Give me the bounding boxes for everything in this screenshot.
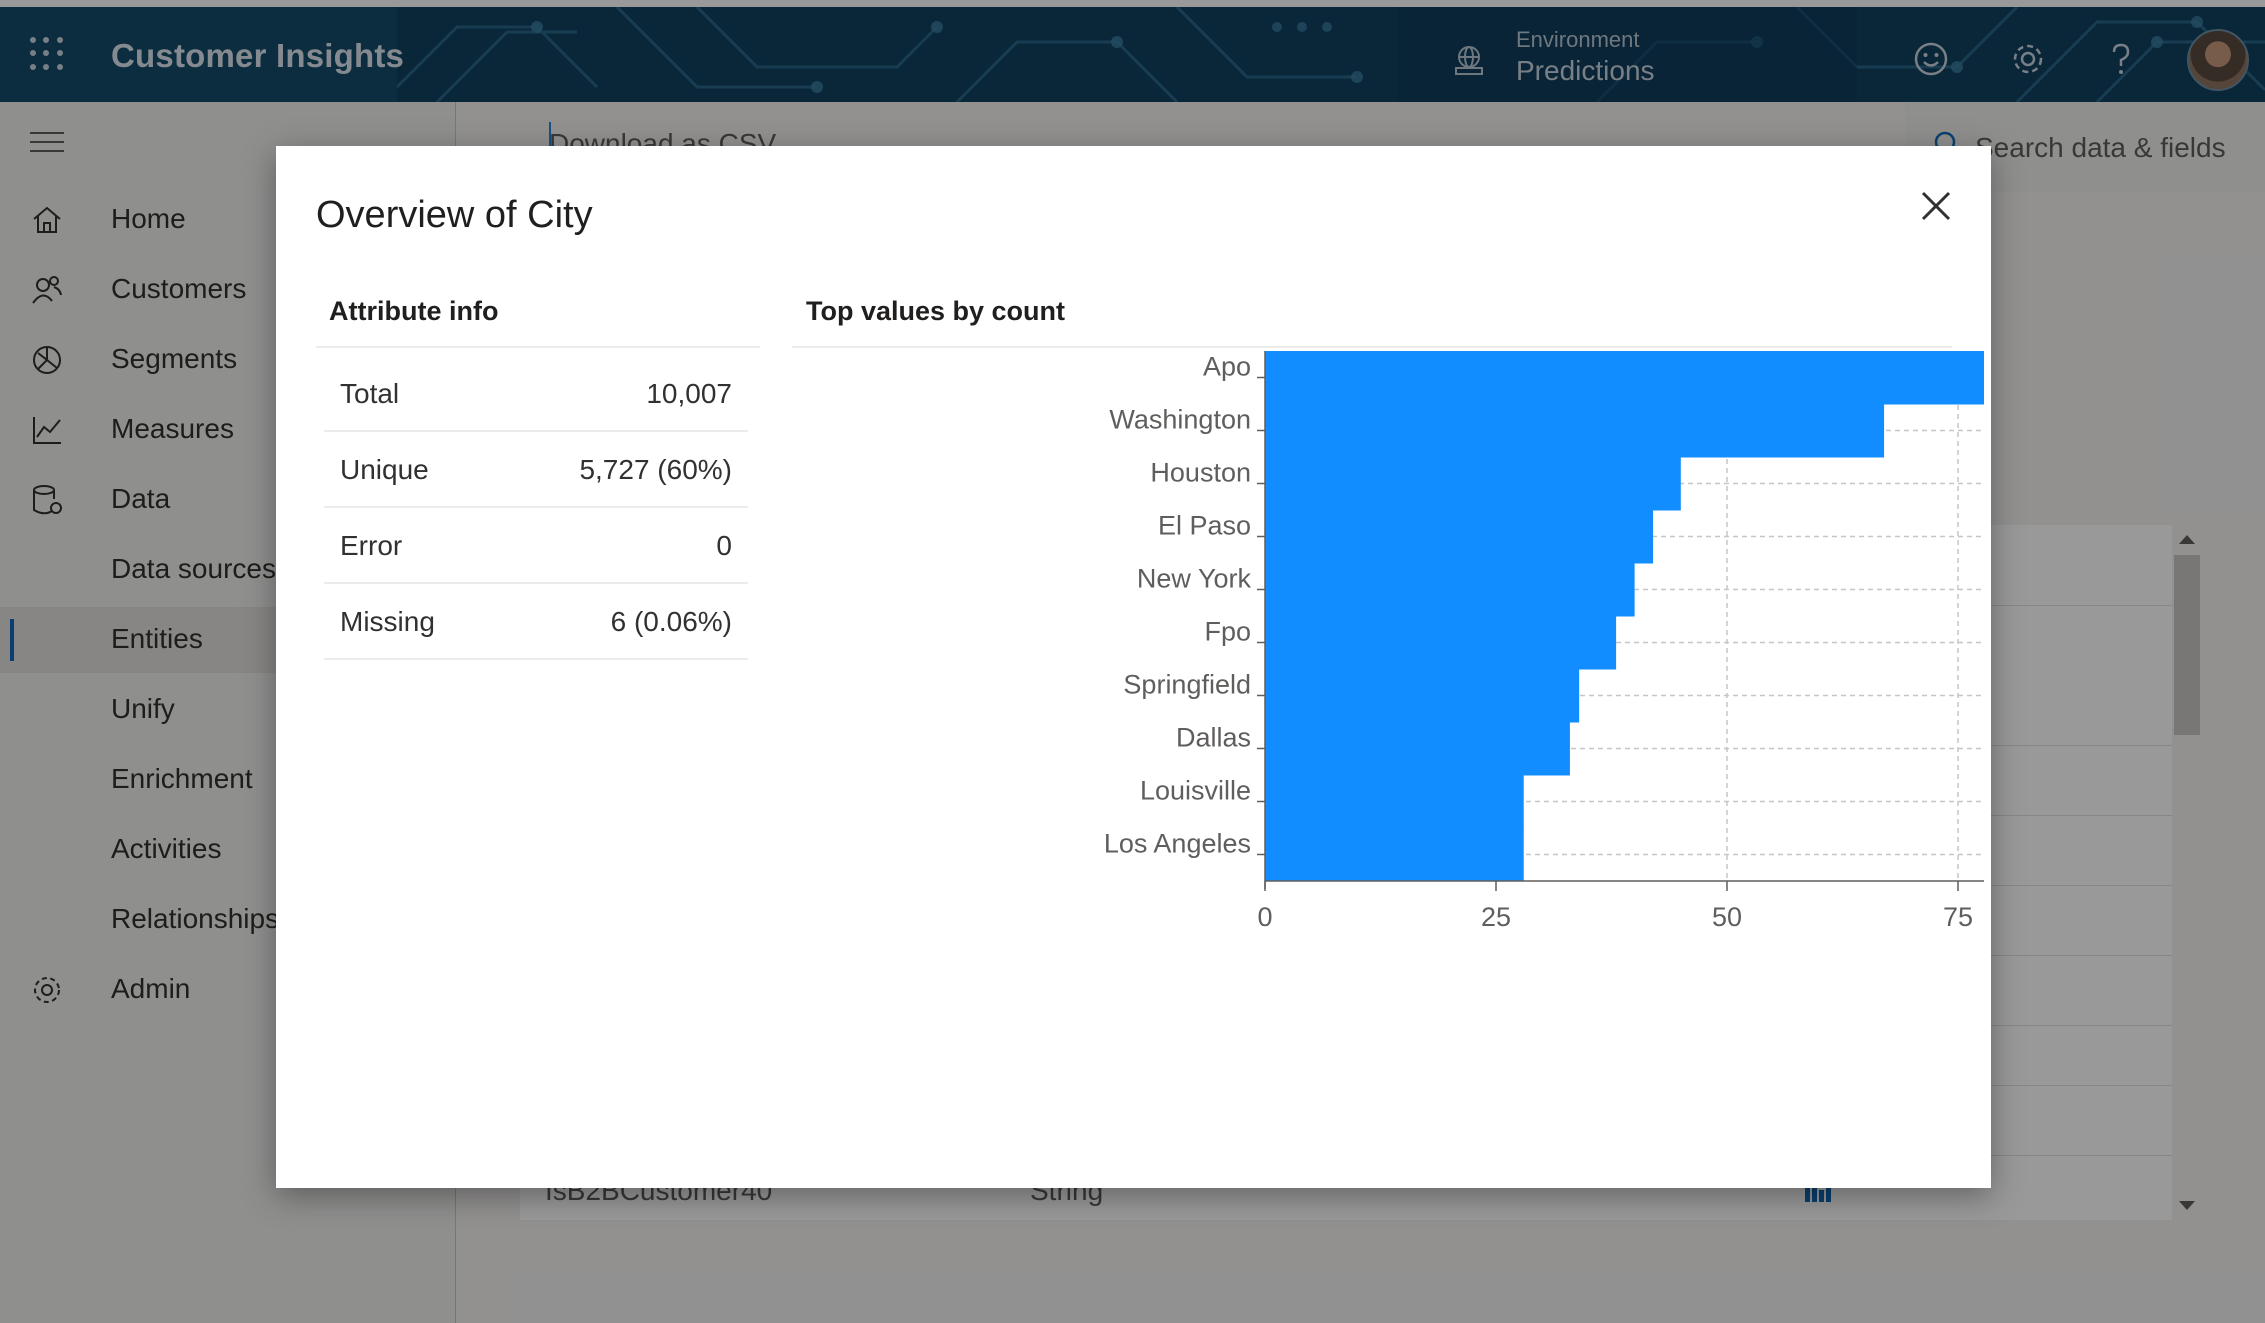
bar-dallas[interactable] (1265, 721, 1570, 776)
nav-item-label: Customers (111, 273, 247, 304)
header-circuit-pattern (397, 7, 2265, 102)
nav-item-label: Unify (111, 693, 175, 724)
x-tick-label: 50 (1712, 902, 1742, 932)
user-avatar[interactable] (2187, 29, 2249, 91)
measures-icon (33, 417, 61, 444)
gear-icon (34, 977, 60, 1003)
nav-item-label: Home (111, 203, 186, 234)
info-value: 6 (0.06%) (610, 606, 732, 637)
attribute-info-divider (316, 346, 760, 348)
y-tick-label: Washington (1109, 405, 1251, 435)
home-icon (33, 206, 61, 233)
info-value: 5,727 (60%) (579, 454, 732, 485)
top-bar: Customer Insights Environment Prediction… (0, 0, 2265, 102)
globe-icon (1455, 46, 1483, 75)
nav-item-relationships[interactable]: Relationships (0, 887, 456, 953)
nav-item-label: Data (111, 483, 171, 514)
brand-block (0, 7, 397, 102)
nav-item-unify[interactable]: Unify (0, 677, 456, 743)
info-value: 0 (716, 530, 732, 561)
info-key: Error (340, 530, 403, 561)
x-tick-label: 0 (1257, 902, 1272, 932)
nav-item-segments[interactable]: Segments (0, 327, 456, 393)
bar-houston[interactable] (1265, 456, 1681, 511)
nav-item-measures[interactable]: Measures (0, 397, 456, 463)
y-tick-label: El Paso (1158, 511, 1251, 541)
info-key: Unique (340, 454, 429, 485)
nav-item-label: Admin (111, 973, 191, 1004)
customers-icon (32, 276, 62, 304)
scrollbar-thumb[interactable] (2174, 555, 2200, 735)
info-value: 10,007 (646, 378, 732, 409)
environment-label: Environment (1516, 27, 1640, 52)
y-tick-label: Houston (1150, 458, 1251, 488)
data-icon (33, 485, 62, 515)
nav-item-activities[interactable]: Activities (0, 817, 456, 883)
help-icon[interactable] (2103, 41, 2139, 77)
y-tick-label: Springfield (1123, 670, 1251, 700)
nav-item-label: Entities (111, 623, 203, 654)
nav-item-customers[interactable]: Customers (0, 257, 456, 323)
bar-el-paso[interactable] (1265, 509, 1654, 564)
bar-los-angeles[interactable] (1265, 827, 1524, 882)
segments-icon (33, 346, 61, 374)
hamburger-menu-icon[interactable] (30, 132, 64, 152)
info-row-unique: Unique 5,727 (60%) (324, 432, 748, 508)
search-placeholder: Search data & fields (1975, 132, 2226, 163)
nav-item-admin[interactable]: Admin (0, 957, 456, 1023)
table-scrollbar[interactable] (2172, 525, 2202, 1220)
info-key: Total (340, 378, 400, 409)
close-icon[interactable] (1914, 184, 1958, 228)
nav-item-label: Segments (111, 343, 238, 374)
smiley-feedback-icon[interactable] (1913, 41, 1949, 77)
bar-apo[interactable] (1265, 351, 1984, 405)
y-tick-label: Dallas (1176, 723, 1251, 753)
x-tick-label: 75 (1943, 902, 1973, 932)
nav-item-label: Enrichment (111, 763, 253, 794)
top-values-bar-chart: Apo Washington Houston El Paso New York Fpo Sp… (1104, 351, 1984, 932)
info-row-error: Error 0 (324, 508, 748, 584)
app-title: Customer Insights (111, 37, 405, 74)
info-key: Missing (340, 606, 435, 637)
bar-louisville[interactable] (1265, 774, 1524, 829)
attribute-info-heading: Attribute info (329, 296, 499, 326)
overview-dialog: Overview of City Attribute info Top valu… (276, 146, 1991, 1188)
bar-new-york[interactable] (1265, 562, 1635, 617)
bar-washington[interactable] (1265, 403, 1885, 458)
bar-fpo[interactable] (1265, 615, 1617, 670)
nav-item-data[interactable]: Data (0, 467, 456, 533)
y-tick-label: New York (1137, 564, 1252, 594)
bar-springfield[interactable] (1265, 668, 1580, 723)
nav-item-label: Activities (111, 833, 222, 864)
scroll-down-icon[interactable] (2179, 1201, 2195, 1210)
top-values-heading: Top values by count (806, 296, 1066, 326)
nav-item-label: Data sources (111, 553, 276, 584)
y-tick-label: Louisville (1140, 776, 1251, 806)
environment-switcher[interactable]: Predictions (1516, 55, 1655, 86)
app-launcher-icon[interactable] (30, 37, 64, 71)
y-tick-label: Apo (1203, 352, 1251, 382)
gear-icon[interactable] (2010, 41, 2046, 77)
info-row-missing: Missing 6 (0.06%) (324, 584, 748, 660)
nav-item-enrichment[interactable]: Enrichment (0, 747, 456, 813)
nav-item-label: Measures (111, 413, 234, 444)
y-tick-label: Los Angeles (1104, 829, 1251, 859)
info-row-total: Total 10,007 (324, 356, 748, 432)
y-tick-label: Fpo (1204, 617, 1251, 647)
scroll-up-icon[interactable] (2179, 535, 2195, 544)
nav-item-data-sources[interactable]: Data sources (0, 537, 456, 603)
x-tick-label: 25 (1481, 902, 1511, 932)
nav-item-home[interactable]: Home (0, 187, 456, 253)
nav-item-label: Relationships (111, 903, 280, 934)
bar-chart-icon[interactable] (1803, 1182, 1833, 1202)
dialog-title: Overview of City (316, 194, 593, 236)
top-values-divider (792, 346, 1952, 348)
